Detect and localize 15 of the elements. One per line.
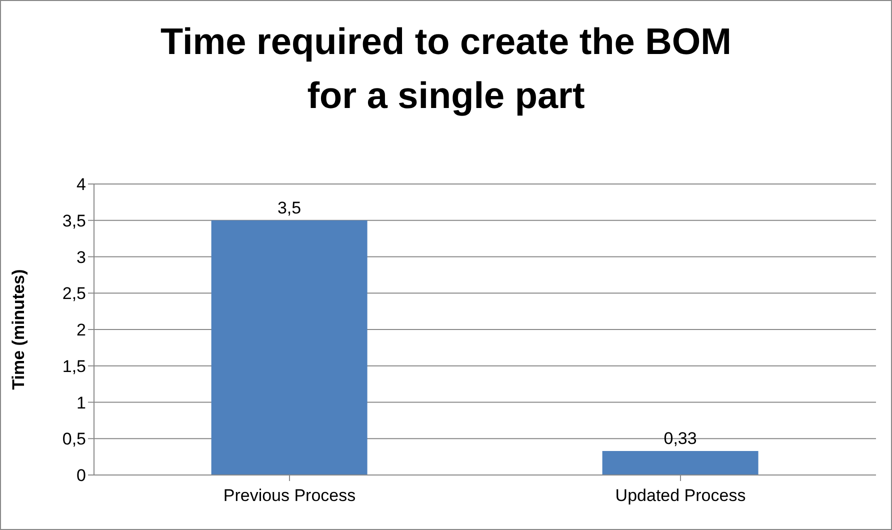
y-tick-label: 0,5 [62,430,86,449]
y-tick-label: 1 [76,393,86,412]
y-tick-label: 2 [76,320,86,340]
x-tick-label: Previous Process [223,486,356,506]
data-label: 3,5 [277,198,302,218]
x-tick-label: Updated Process [615,486,746,506]
y-tick-label: 3 [76,248,86,267]
y-axis-title: Time (minutes) [9,269,28,390]
y-tick-label: 3,5 [62,211,86,230]
y-tick-label: 4 [76,175,86,194]
y-tick-label: 0 [76,466,86,486]
y-tick-label: 1,5 [62,356,86,376]
chart-title: Time required to create the BOM for a single part [160,20,732,118]
data-label: 0,33 [664,428,697,448]
y-tick-label: 2,5 [62,284,86,304]
